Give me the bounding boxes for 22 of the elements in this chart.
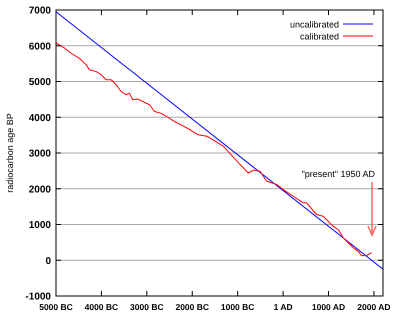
legend-label: uncalibrated <box>290 20 339 30</box>
x-tick-label: 1000 AD <box>312 302 346 312</box>
y-axis-title: radiocarbon age BP <box>5 113 15 193</box>
y-tick-label: 5000 <box>28 77 52 88</box>
line-series <box>56 42 372 256</box>
legend-label: calibrated <box>300 32 339 42</box>
annotation: "present" 1950 AD <box>302 169 376 179</box>
y-tick-label: 4000 <box>28 112 52 124</box>
x-tick-label: 1 AD <box>274 302 293 312</box>
x-tick-label: 5000 BC <box>39 302 73 312</box>
y-tick-label: 3000 <box>28 148 52 160</box>
y-tick-label: 1000 <box>28 220 52 231</box>
x-tick-label: 2000 BC <box>175 302 210 312</box>
y-tick-label: 6000 <box>28 41 52 52</box>
x-tick-label: 1000 BC <box>220 302 254 312</box>
y-tick-label: -1000 <box>25 292 52 302</box>
y-tick-label: 0 <box>45 256 52 267</box>
x-tick-label: 3000 BC <box>130 302 164 312</box>
y-tick-label: 2000 <box>28 184 52 196</box>
x-tick-label: 2000 AD <box>357 302 391 312</box>
x-tick-label: 4000 BC <box>84 302 118 312</box>
y-tick-label: 7000 <box>28 6 52 16</box>
